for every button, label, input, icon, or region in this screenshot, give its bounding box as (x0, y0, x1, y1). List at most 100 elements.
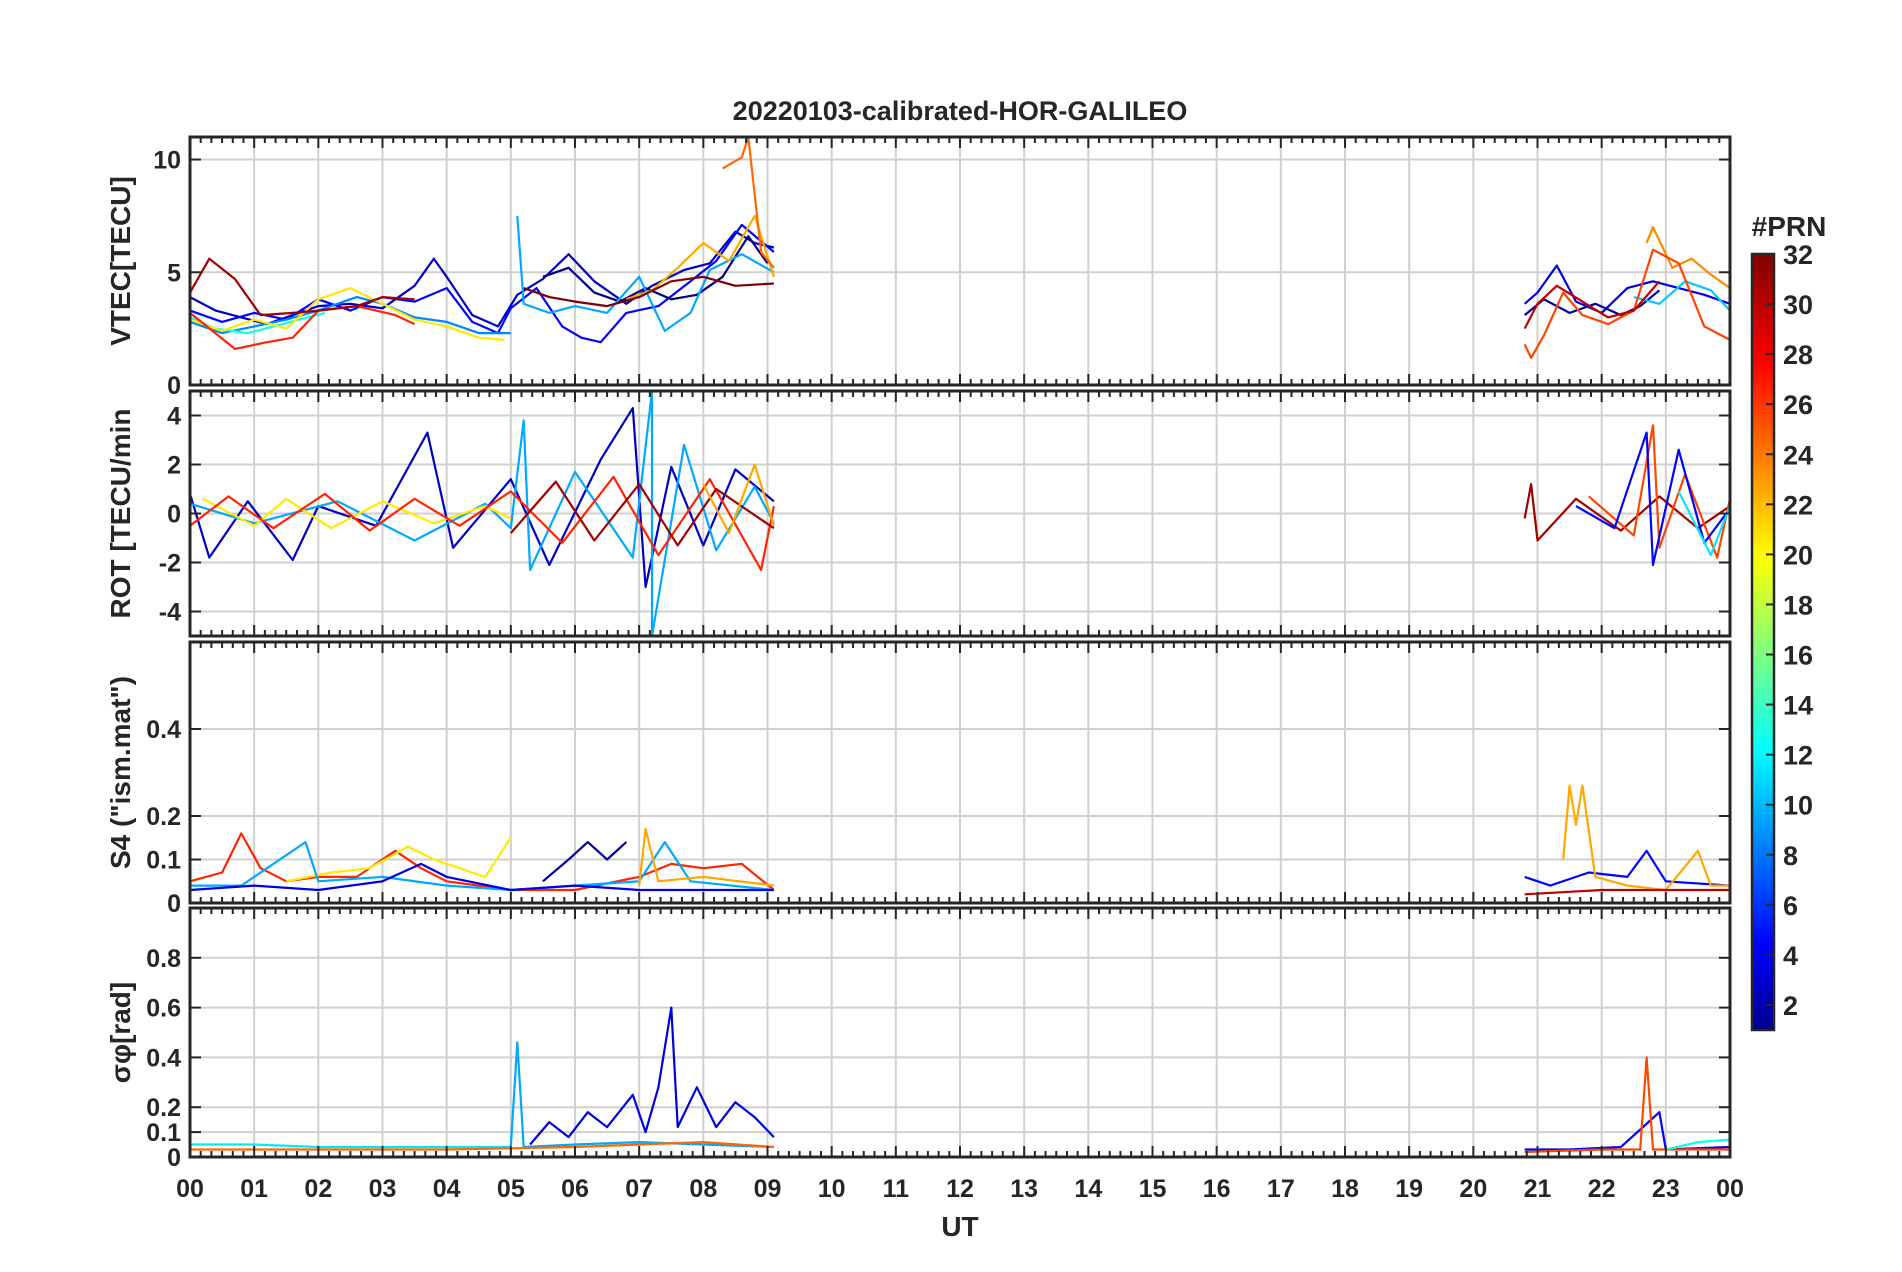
panel-rot-series-prn27 (190, 475, 775, 572)
x-tick-label: 08 (689, 1175, 717, 1203)
colorbar-tick-label: 10 (1783, 791, 1813, 821)
panel-sigma-ytick-label: 0.1 (146, 1119, 181, 1147)
panel-s4-ytick-label: 0.4 (146, 716, 181, 744)
x-tick-label: 17 (1267, 1175, 1295, 1203)
panel-rot-series-prn12 (1677, 490, 1730, 557)
panel-s4-ylabel: S4 ("ism.mat") (105, 676, 136, 869)
panel-sigma-series-prn10 (509, 1041, 774, 1149)
colorbar-tick-label: 30 (1783, 290, 1813, 320)
colorbar-tick-label: 20 (1783, 540, 1813, 570)
panel-vtec-ylabel: VTEC[TECU] (105, 176, 136, 346)
panel-s4-series-prn23 (1562, 784, 1730, 892)
panel-rot-ytick-label: 4 (167, 403, 181, 431)
panel-rot-ytick-label: 2 (167, 452, 181, 480)
panel-vtec-series-prn24 (1645, 226, 1730, 289)
panel-sigma-series-prn13 (1665, 1138, 1730, 1151)
x-tick-label: 20 (1459, 1175, 1487, 1203)
panel-s4-ytick-label: 0 (167, 890, 181, 918)
colorbar-gradient (1750, 252, 1776, 1032)
panel-vtec-series-prn9 (190, 296, 511, 335)
colorbar-tick-label: 6 (1783, 891, 1798, 921)
x-tick-label: 05 (497, 1175, 525, 1203)
panel-rot-frame (188, 389, 1732, 638)
colorbar-tick-label: 2 (1783, 991, 1798, 1021)
panel-s4-series-prn2 (542, 840, 628, 883)
x-tick-label: 11 (883, 1175, 910, 1203)
x-tick-label: 12 (946, 1175, 974, 1203)
x-axis-label: UT (941, 1211, 978, 1242)
panel-vtec-ytick-label: 5 (167, 259, 181, 287)
panel-vtec-series-prn25 (722, 137, 775, 269)
panel-vtec-series-prn4 (1523, 264, 1730, 314)
panel-s4-ytick-label: 0.1 (146, 847, 181, 875)
panel-vtec-data (190, 137, 1730, 359)
panel-rot-series-prn10 (190, 391, 775, 636)
panel-s4-series-prn27 (190, 832, 775, 892)
x-tick-label: 23 (1652, 1175, 1680, 1203)
x-tick-label: 01 (240, 1175, 268, 1203)
panel-sigma-ytick-label: 0.4 (146, 1044, 181, 1072)
panel-rot-series-prn31 (1523, 483, 1730, 542)
panel-vtec-series-prn3 (190, 230, 775, 328)
panel-vtec-ytick-label: 0 (167, 372, 181, 400)
panel-vtec-series-prn27 (190, 305, 416, 350)
panel-s4-frame (188, 640, 1732, 905)
colorbar-tick-label: 4 (1783, 941, 1798, 971)
x-tick-label: 02 (304, 1175, 332, 1203)
panel-s4: 0 0.1 0.2 0.4 S4 ("ism.mat") (105, 640, 1732, 918)
x-tick-label: 00 (1716, 1175, 1744, 1203)
panel-sigma-frame (188, 906, 1732, 1159)
panel-vtec-series-prn5 (190, 223, 775, 344)
x-tick-label: 04 (433, 1175, 461, 1203)
panel-sigma-ytick-label: 0.2 (146, 1094, 181, 1122)
panel-sigma-series-prn4 (529, 1006, 775, 1146)
panel-rot-ylabel: ROT [TECU/min (105, 409, 136, 619)
colorbar-tick-label: 24 (1783, 440, 1813, 470)
panel-sigma-ytick-label: 0.8 (146, 945, 181, 973)
colorbar-tick-label: 22 (1783, 490, 1813, 520)
colorbar-tick-label: 32 (1783, 240, 1813, 270)
panel-sigma-ytick-label: 0.6 (146, 995, 181, 1023)
panel-rot-series-prn31 (509, 480, 775, 547)
x-tick-label: 16 (1203, 1175, 1231, 1203)
panel-rot-series-prn21 (202, 497, 512, 530)
panel-vtec-series-prn30 (1523, 280, 1661, 330)
panel-vtec-series-prn32 (523, 275, 774, 308)
colorbar-label: #PRN (1752, 211, 1827, 242)
panel-s4-ytick-label: 0.2 (146, 803, 181, 831)
colorbar-tick-label: 26 (1783, 390, 1813, 420)
panel-sigma-series-prn12 (190, 1143, 511, 1149)
panel-vtec-series-prn10 (516, 215, 775, 332)
panel-s4-series-prn4 (190, 862, 774, 892)
panel-vtec-series-prn21 (190, 287, 505, 341)
colorbar-tick-label: 16 (1783, 641, 1813, 671)
x-tick-label: 03 (369, 1175, 397, 1203)
panel-vtec-ytick-label: 10 (153, 147, 181, 175)
panel-s4-series-prn23 (638, 827, 775, 887)
panel-s4-series-prn10 (190, 840, 775, 892)
panel-rot-series-prn23 (702, 463, 775, 535)
colorbar-tick-label: 8 (1783, 841, 1798, 871)
colorbar-tick-label: 18 (1783, 590, 1813, 620)
panel-rot-series-prn26 (1588, 424, 1730, 559)
panel-rot-data (190, 391, 1730, 636)
panel-vtec-frame (188, 135, 1732, 387)
x-tick-label: 10 (818, 1175, 846, 1203)
panel-s4-series-prn5 (1524, 849, 1730, 887)
panel-vtec: 0 5 10 VTEC[TECU] (105, 135, 1732, 400)
colorbar-tick-label: 28 (1783, 340, 1813, 370)
panel-s4-series-prn21 (286, 837, 512, 883)
panel-rot-ytick-label: -2 (159, 550, 181, 578)
x-tick-label: 09 (754, 1175, 782, 1203)
x-tick-label: 00 (176, 1175, 204, 1203)
colorbar-tick-label: 12 (1783, 741, 1813, 771)
x-tick-label: 22 (1588, 1175, 1616, 1203)
x-tick-label: 13 (1010, 1175, 1038, 1203)
x-tick-label: 15 (1139, 1175, 1167, 1203)
panel-vtec-series-prn31 (190, 257, 415, 317)
panel-sigma-ytick-label: 0 (167, 1144, 181, 1172)
panel-sigma: 00.10.2 0.4 0.6 0.8 σφ[rad] (105, 906, 1732, 1172)
panel-rot-ytick-label: 0 (167, 501, 181, 529)
